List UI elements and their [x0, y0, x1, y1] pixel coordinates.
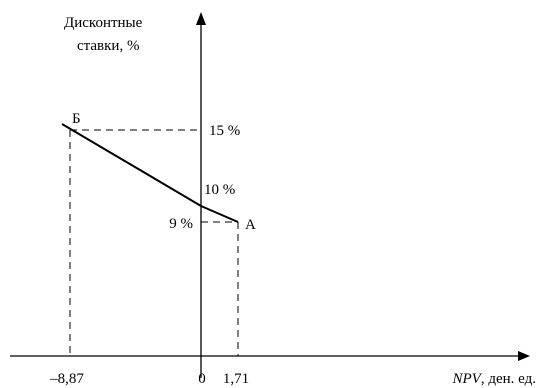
y-tick-15: 15 % [209, 123, 240, 139]
point-label-a: А [245, 217, 256, 233]
x-tick-1-71: 1,71 [223, 371, 249, 387]
y-tick-10: 10 % [204, 182, 235, 198]
npv-series-line [61, 123, 239, 223]
x-axis-label: NPV, ден. ед. [451, 371, 536, 387]
point-label-b: Б [72, 111, 81, 127]
y-axis-label-line2: ставки, % [77, 38, 139, 54]
x-tick-neg-8-87: –8,87 [49, 371, 84, 387]
x-tick-0: 0 [198, 371, 206, 387]
x-axis-arrow [518, 351, 530, 361]
y-axis-arrow [196, 12, 206, 25]
y-tick-9: 9 % [169, 216, 193, 232]
y-axis-label-line1: Дисконтные [64, 15, 143, 31]
